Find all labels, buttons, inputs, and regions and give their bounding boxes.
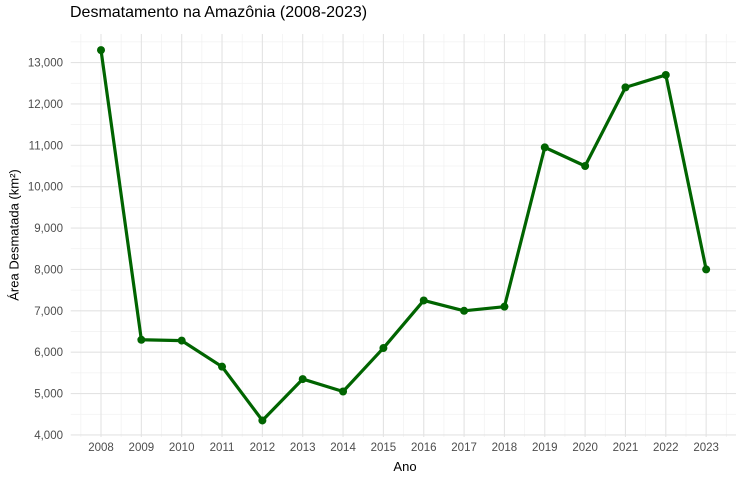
data-point-2015 [379, 344, 388, 353]
y-tick-label: 5,000 [34, 389, 63, 401]
x-tick-label: 2016 [411, 442, 437, 454]
x-tick-label: 2010 [169, 442, 195, 454]
x-tick-label: 2012 [250, 442, 276, 454]
data-point-2014 [339, 387, 348, 396]
x-axis-title: Ano [393, 459, 417, 474]
data-point-2023 [702, 265, 711, 274]
x-tick-label: 2013 [290, 442, 316, 454]
x-tick-label: 2018 [492, 442, 518, 454]
y-tick-label: 8,000 [34, 264, 63, 276]
x-tick-label: 2015 [371, 442, 397, 454]
x-tick-label: 2021 [613, 442, 639, 454]
x-tick-label: 2019 [532, 442, 558, 454]
x-tick-label: 2011 [210, 442, 235, 454]
x-tick-label: 2020 [572, 442, 598, 454]
grid-major [70, 34, 736, 437]
y-tick-label: 7,000 [34, 306, 63, 318]
grid-minor [70, 34, 736, 437]
y-tick-label: 12,000 [28, 99, 63, 111]
x-tick-label: 2008 [88, 442, 114, 454]
y-tick-labels: 4,000 5,000 6,000 7,000 8,000 9,000 10,000 11,0… [28, 58, 63, 442]
data-point-2009 [137, 335, 146, 344]
y-tick-label: 11,000 [29, 140, 63, 152]
data-point-2010 [177, 336, 186, 345]
data-point-2021 [621, 83, 630, 92]
x-tick-label: 2009 [129, 442, 155, 454]
data-point-2016 [419, 296, 428, 305]
x-tick-label: 2023 [693, 442, 719, 454]
data-point-2012 [258, 416, 267, 425]
y-tick-label: 4,000 [34, 430, 63, 442]
y-tick-label: 9,000 [34, 223, 63, 235]
data-points [97, 46, 711, 425]
x-tick-label: 2017 [451, 442, 477, 454]
data-point-2018 [500, 302, 509, 311]
x-tick-label: 2022 [653, 442, 679, 454]
data-point-2008 [97, 46, 106, 55]
data-point-2022 [661, 70, 670, 79]
data-point-2013 [298, 375, 307, 384]
x-tick-labels: 2008 2009 2010 2011 2012 2013 2014 2015 2016 2017… [88, 442, 719, 454]
chart-title: Desmatamento na Amazônia (2008-2023) [70, 4, 368, 21]
data-point-2017 [460, 306, 469, 315]
y-tick-label: 10,000 [28, 182, 63, 194]
data-line [99, 48, 708, 423]
data-point-2011 [218, 362, 227, 371]
data-point-2020 [581, 161, 590, 170]
y-tick-label: 6,000 [34, 347, 63, 359]
data-point-2019 [540, 143, 549, 152]
x-tick-label: 2014 [330, 442, 356, 454]
y-tick-label: 13,000 [28, 58, 63, 70]
